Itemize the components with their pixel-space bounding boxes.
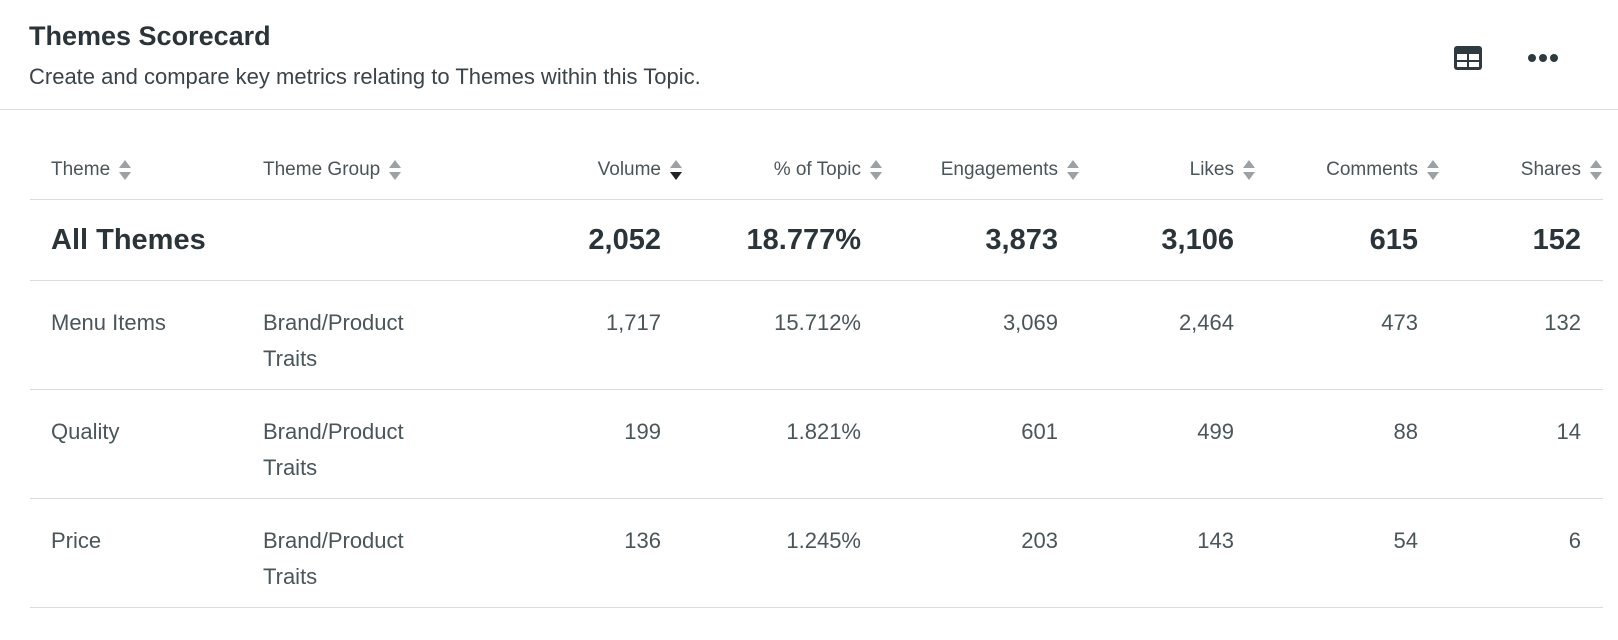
cell-likes: 499 [1080, 389, 1256, 499]
sort-icon [389, 159, 402, 180]
column-header-likes[interactable]: Likes [1080, 140, 1256, 200]
column-header-engagements[interactable]: Engagements [883, 140, 1080, 200]
cell-pct-of-topic: 18.777% [683, 199, 883, 281]
cell-pct-of-topic: 1.245% [683, 498, 883, 608]
sort-icon [1590, 159, 1602, 180]
column-header-comments[interactable]: Comments [1256, 140, 1440, 200]
sort-icon [1243, 159, 1255, 180]
cell-theme: Menu Items [30, 280, 263, 390]
column-header-shares[interactable]: Shares [1440, 140, 1603, 200]
cell-volume: 136 [503, 498, 683, 608]
column-header-theme-group[interactable]: Theme Group [263, 140, 503, 200]
cell-pct-of-topic: 15.712% [683, 280, 883, 390]
cell-theme-group [263, 199, 503, 281]
table-row[interactable]: Price Brand/Product Traits 136 1.245% 20… [30, 498, 1603, 608]
cell-engagements: 3,873 [883, 199, 1080, 281]
cell-engagements: 203 [883, 498, 1080, 608]
cell-pct-of-topic: 1.821% [683, 389, 883, 499]
column-header-theme[interactable]: Theme [30, 140, 263, 200]
more-options-button[interactable] [1525, 40, 1561, 76]
cell-comments: 54 [1256, 498, 1440, 608]
sort-descending-icon [670, 159, 682, 180]
page-title: Themes Scorecard [29, 21, 271, 51]
cell-theme-group: Brand/Product Traits [263, 389, 503, 499]
cell-likes: 3,106 [1080, 199, 1256, 281]
cell-likes: 143 [1080, 498, 1256, 608]
cell-theme-group: Brand/Product Traits [263, 498, 503, 608]
sort-icon [1067, 159, 1079, 180]
table-total-row: All Themes 2,052 18.777% 3,873 3,106 615… [30, 199, 1603, 281]
cell-engagements: 3,069 [883, 280, 1080, 390]
cell-theme: Quality [30, 389, 263, 499]
cell-likes: 2,464 [1080, 280, 1256, 390]
page-subtitle: Create and compare key metrics relating … [29, 64, 701, 89]
cell-volume: 2,052 [503, 199, 683, 281]
table-row[interactable]: Quality Brand/Product Traits 199 1.821% … [30, 389, 1603, 499]
column-header-volume[interactable]: Volume [503, 140, 683, 200]
cell-volume: 199 [503, 389, 683, 499]
sort-icon [1427, 159, 1439, 180]
cell-engagements: 601 [883, 389, 1080, 499]
cell-shares: 6 [1440, 498, 1603, 608]
cell-theme-group: Brand/Product Traits [263, 280, 503, 390]
column-header-pct-of-topic[interactable]: % of Topic [683, 140, 883, 200]
table-view-icon [1454, 46, 1482, 70]
more-options-icon [1528, 54, 1558, 62]
cell-shares: 14 [1440, 389, 1603, 499]
cell-comments: 88 [1256, 389, 1440, 499]
cell-theme: Price [30, 498, 263, 608]
cell-shares: 152 [1440, 199, 1603, 281]
table-row[interactable]: Menu Items Brand/Product Traits 1,717 15… [30, 280, 1603, 390]
cell-comments: 473 [1256, 280, 1440, 390]
cell-shares: 132 [1440, 280, 1603, 390]
sort-icon [870, 159, 882, 180]
sort-icon [119, 159, 132, 180]
cell-theme: All Themes [30, 199, 263, 281]
table-view-button[interactable] [1450, 40, 1486, 76]
cell-comments: 615 [1256, 199, 1440, 281]
table-header-row: Theme Theme Group Volume % of Topic Enga… [30, 140, 1603, 200]
card-header: Themes Scorecard Create and compare key … [0, 0, 1618, 110]
themes-table: Theme Theme Group Volume % of Topic Enga… [30, 140, 1603, 608]
cell-volume: 1,717 [503, 280, 683, 390]
